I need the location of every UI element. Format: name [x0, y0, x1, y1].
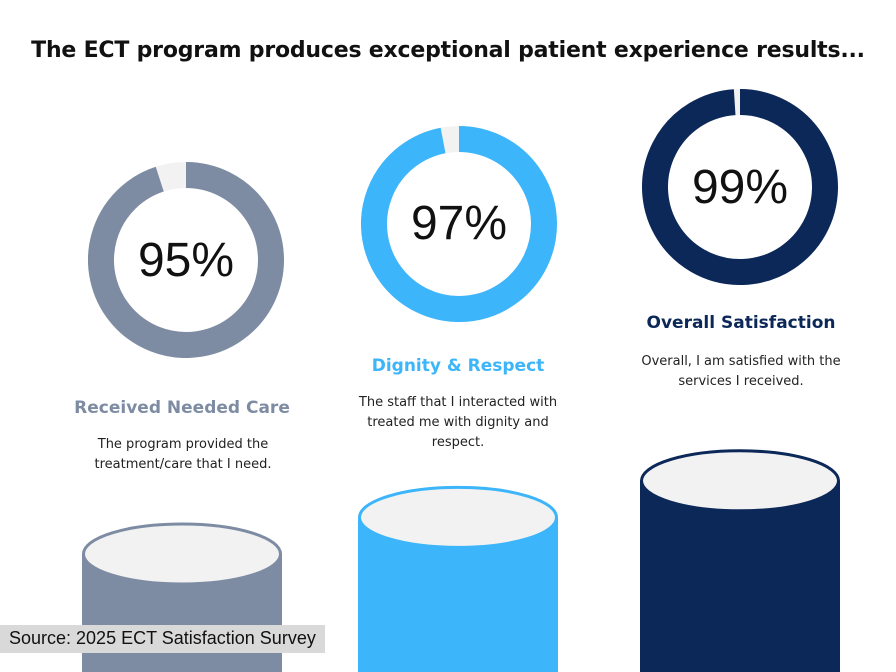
- label-received-needed-care: Received Needed Care: [74, 398, 290, 418]
- label-dignity-respect: Dignity & Respect: [371, 356, 545, 376]
- cylinder-cap-received-needed-care: [82, 522, 282, 586]
- desc-overall-satisfaction: Overall, I am satisfied with the service…: [641, 354, 841, 389]
- cylinder-cap-dignity-respect: [358, 485, 558, 549]
- donut-arc-received-needed-care: [88, 162, 284, 358]
- donut-arc-overall-satisfaction: [642, 89, 838, 285]
- label-overall-satisfaction: Overall Satisfaction: [646, 313, 836, 333]
- donut-arc-dignity-respect: [361, 126, 557, 322]
- donut-dignity-respect: [361, 126, 557, 322]
- cylinder-dignity-respect: [358, 485, 558, 672]
- donut-overall-satisfaction: [642, 89, 838, 285]
- desc-dignity-respect: The staff that I interacted with treated…: [358, 395, 558, 450]
- value-label-overall-satisfaction: 99%: [691, 161, 789, 214]
- page-title: The ECT program produces exceptional pat…: [31, 38, 865, 63]
- cylinder-cap-overall-satisfaction: [640, 449, 840, 513]
- cylinder-overall-satisfaction: [640, 449, 840, 672]
- donut-received-needed-care: [88, 162, 284, 358]
- desc-received-needed-care: The program provided the treatment/care …: [94, 437, 272, 472]
- value-label-received-needed-care: 95%: [137, 234, 235, 287]
- source-caption: Source: 2025 ECT Satisfaction Survey: [0, 625, 325, 653]
- cylinder-body-overall-satisfaction: [640, 480, 840, 672]
- value-label-dignity-respect: 97%: [410, 197, 508, 250]
